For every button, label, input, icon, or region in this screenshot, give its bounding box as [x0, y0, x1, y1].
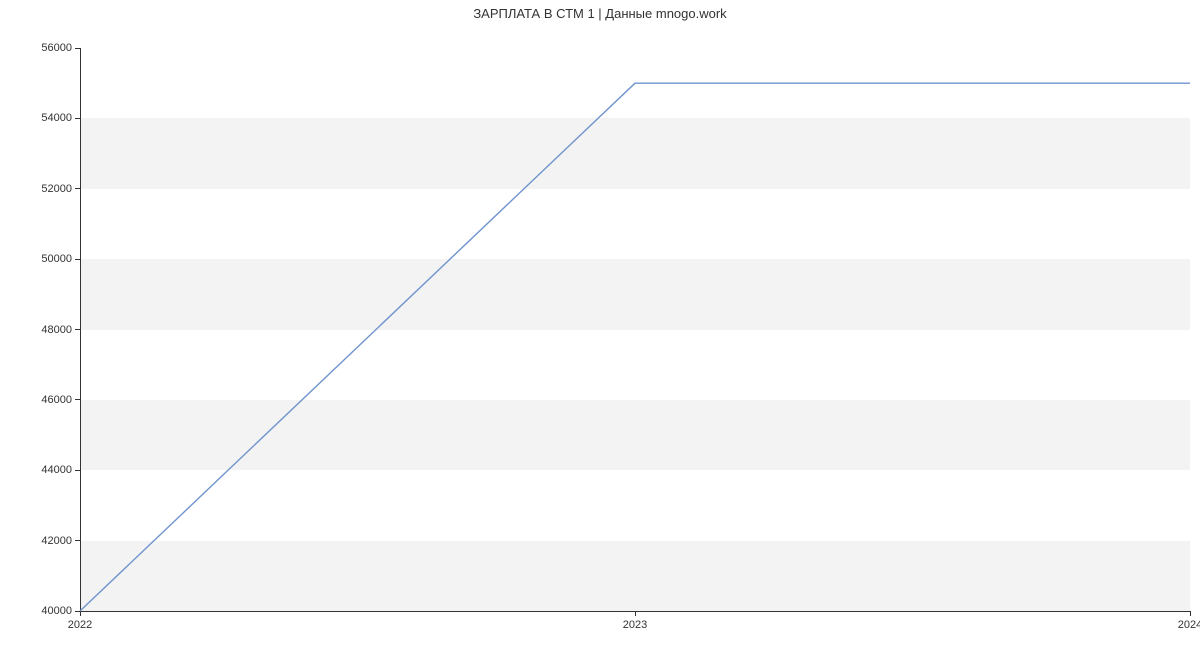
y-tick-label: 46000: [41, 394, 72, 406]
y-tick-label: 54000: [41, 112, 72, 124]
y-tick-label: 52000: [41, 183, 72, 195]
y-tick-label: 40000: [41, 605, 72, 617]
series-line-salary: [80, 83, 1190, 611]
plot-area: 4000042000440004600048000500005200054000…: [80, 48, 1190, 611]
x-tick-label: 2023: [623, 619, 647, 631]
chart-title: ЗАРПЛАТА В СТМ 1 | Данные mnogo.work: [0, 6, 1200, 21]
y-tick-label: 50000: [41, 253, 72, 265]
y-tick-label: 44000: [41, 464, 72, 476]
x-tick-label: 2024: [1178, 619, 1200, 631]
y-tick-label: 56000: [41, 42, 72, 54]
x-axis-line: [80, 611, 1190, 612]
salary-chart: ЗАРПЛАТА В СТМ 1 | Данные mnogo.work 400…: [0, 0, 1200, 650]
series-layer: [80, 48, 1190, 611]
y-tick-label: 42000: [41, 535, 72, 547]
x-tick-label: 2022: [68, 619, 92, 631]
y-tick-label: 48000: [41, 324, 72, 336]
